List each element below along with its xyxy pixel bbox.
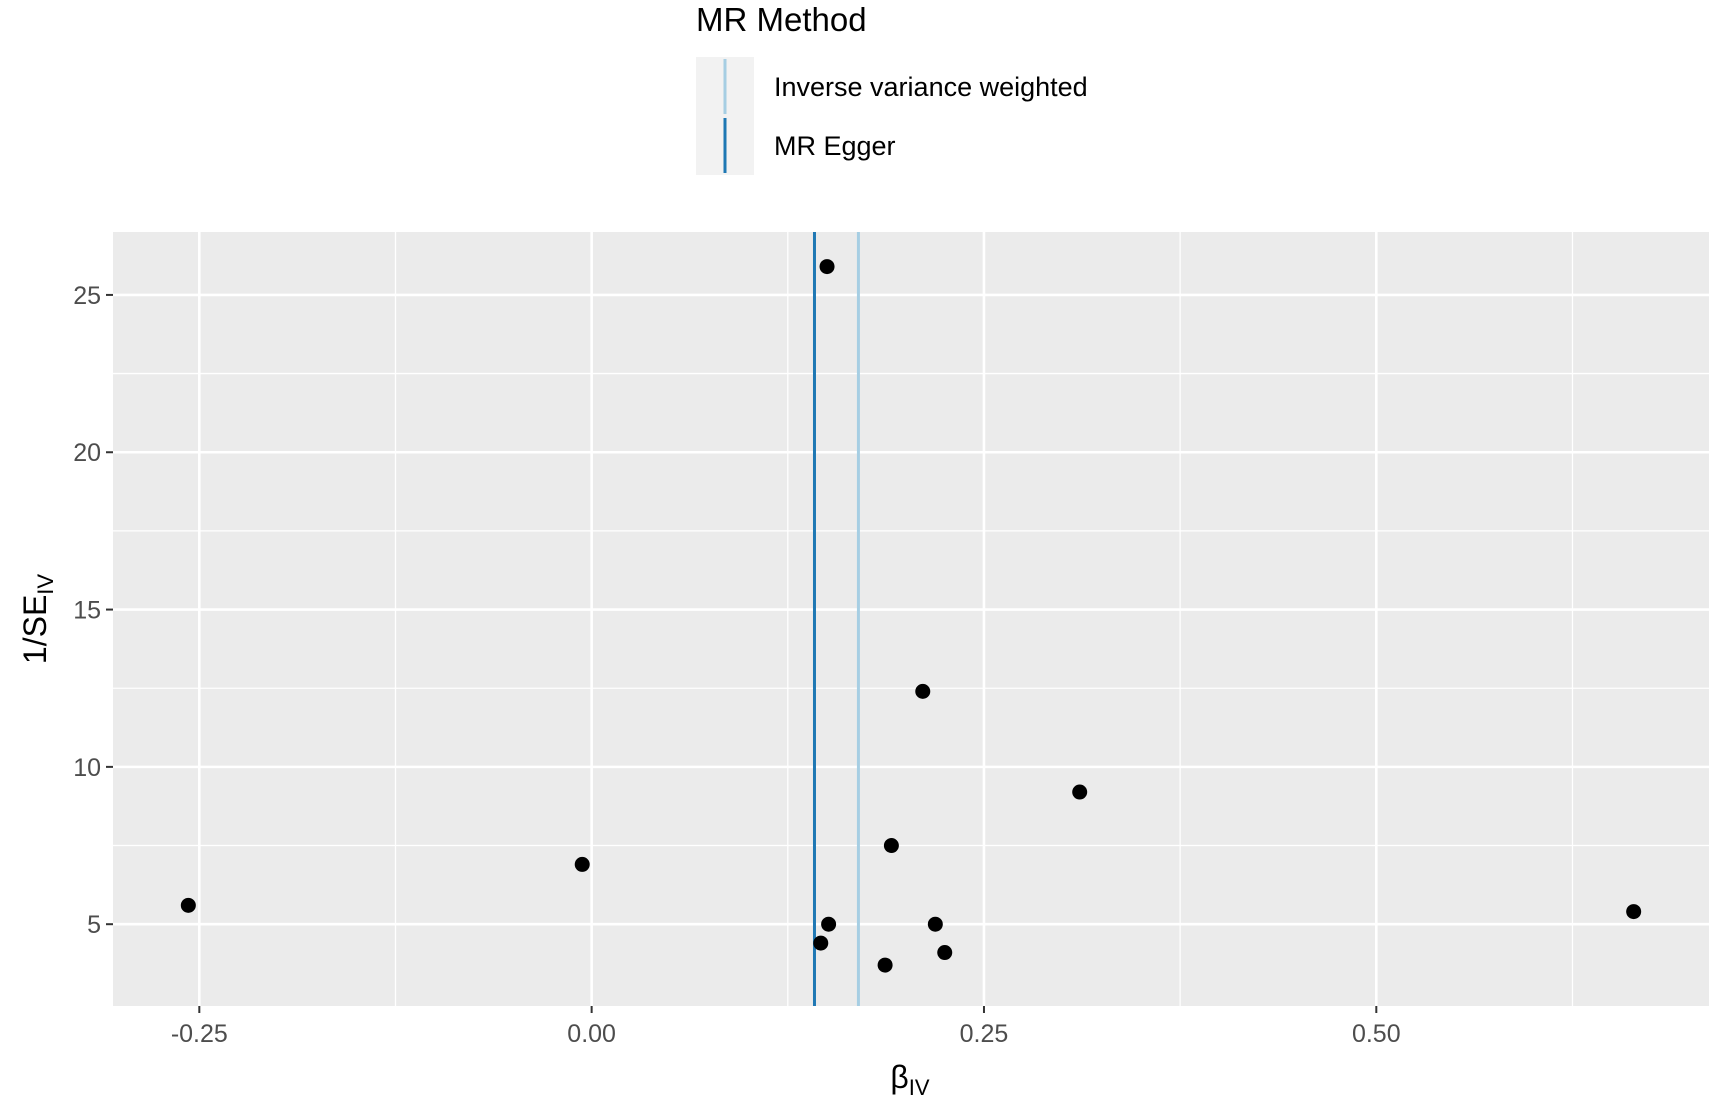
legend-label-ivw: Inverse variance weighted bbox=[774, 72, 1088, 102]
y-axis-title: 1/SEIV bbox=[17, 574, 58, 664]
x-axis-title-sub: IV bbox=[909, 1075, 930, 1100]
y-tick-label-1: 10 bbox=[73, 754, 101, 782]
data-point-1 bbox=[915, 683, 931, 699]
y-tick-label-4: 25 bbox=[73, 282, 101, 310]
data-point-9 bbox=[813, 935, 829, 951]
data-point-5 bbox=[180, 897, 196, 913]
legend: MR Method Inverse variance weighted MR E… bbox=[696, 1, 1088, 175]
data-point-4 bbox=[574, 856, 590, 872]
x-axis-title: βIV bbox=[890, 1059, 930, 1100]
y-axis-title-main: 1/SE bbox=[17, 595, 53, 664]
data-point-6 bbox=[1626, 904, 1642, 920]
x-tick-label-2: 0.25 bbox=[960, 1020, 1009, 1048]
plot-panel bbox=[113, 232, 1709, 1006]
legend-title: MR Method bbox=[696, 1, 867, 38]
y-axis: 5 10 15 20 25 bbox=[73, 282, 113, 939]
data-points bbox=[180, 259, 1642, 973]
grid-major bbox=[113, 232, 1709, 1006]
data-point-10 bbox=[937, 945, 953, 961]
data-point-7 bbox=[821, 916, 837, 932]
y-tick-label-2: 15 bbox=[73, 597, 101, 625]
x-axis-title-main: β bbox=[890, 1059, 908, 1095]
data-point-11 bbox=[877, 957, 893, 973]
x-axis: -0.25 0.00 0.25 0.50 bbox=[171, 1006, 1401, 1048]
grid-minor bbox=[113, 232, 1709, 1006]
data-point-8 bbox=[927, 916, 943, 932]
legend-label-egger: MR Egger bbox=[774, 131, 896, 161]
method-lines bbox=[812, 232, 860, 1006]
data-point-0 bbox=[819, 259, 835, 275]
y-tick-label-0: 5 bbox=[87, 911, 101, 939]
x-tick-label-1: 0.00 bbox=[567, 1020, 616, 1048]
x-tick-label-0: -0.25 bbox=[171, 1020, 228, 1048]
data-point-3 bbox=[883, 838, 899, 854]
y-tick-label-3: 20 bbox=[73, 439, 101, 467]
x-tick-label-3: 0.50 bbox=[1352, 1020, 1401, 1048]
y-axis-title-sub: IV bbox=[33, 574, 58, 595]
data-point-2 bbox=[1072, 784, 1088, 800]
